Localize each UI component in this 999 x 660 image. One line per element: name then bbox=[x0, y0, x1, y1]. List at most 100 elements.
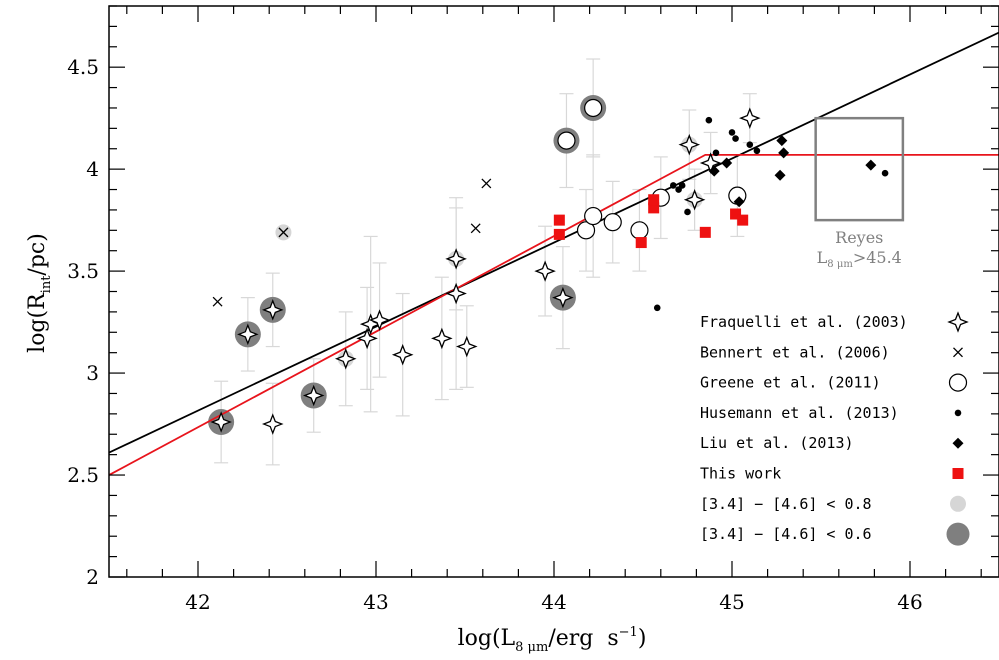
data-point-dot bbox=[678, 182, 686, 189]
plot-area bbox=[109, 31, 999, 476]
data-point-star4 bbox=[678, 133, 701, 156]
data-point-star4 bbox=[334, 348, 357, 370]
data-point-dot bbox=[669, 182, 677, 189]
data-point-star4 bbox=[534, 260, 556, 282]
data-point-diamond bbox=[721, 157, 733, 169]
data-point-square bbox=[648, 202, 660, 214]
data-point-circle bbox=[576, 221, 596, 240]
series-star4 bbox=[210, 107, 761, 435]
legend-label: Liu et al. (2013) bbox=[700, 434, 854, 452]
x-tick-label: 43 bbox=[363, 590, 388, 614]
data-point-circle bbox=[584, 98, 603, 118]
legend-item: Bennert et al. (2006) bbox=[700, 343, 963, 361]
data-point-diamond bbox=[865, 159, 877, 171]
x-tick-label: 42 bbox=[185, 590, 210, 614]
legend: Fraquelli et al. (2003) Bennert et al. (2… bbox=[700, 311, 970, 546]
y-tick-label: 4.5 bbox=[67, 55, 99, 79]
legend-item: Husemann et al. (2013) bbox=[700, 404, 962, 422]
y-tick-label: 4 bbox=[86, 157, 99, 181]
black-fit-line bbox=[109, 31, 999, 454]
data-point-star4 bbox=[445, 248, 467, 270]
data-point-star4 bbox=[552, 286, 574, 309]
data-point-cross bbox=[212, 296, 223, 307]
data-point-circle bbox=[603, 213, 622, 232]
legend-item: Liu et al. (2013) bbox=[700, 434, 964, 452]
data-point-square bbox=[635, 237, 647, 249]
legend-label: Fraquelli et al. (2003) bbox=[700, 313, 908, 331]
data-point-dot bbox=[705, 116, 713, 124]
data-point-dot bbox=[753, 147, 761, 155]
data-point-circle bbox=[584, 206, 603, 226]
data-point-diamond bbox=[778, 147, 790, 159]
axes-layer: 42 43 44 45 46 2 2.5 3 3.5 4 4.5 bbox=[67, 5, 999, 614]
data-point-star4 bbox=[445, 282, 467, 305]
data-point-dot bbox=[712, 149, 720, 157]
data-point-star4 bbox=[237, 323, 259, 346]
series-dot bbox=[653, 116, 889, 312]
data-point-cross bbox=[278, 227, 289, 238]
data-point-dot bbox=[746, 141, 754, 148]
data-point-star4 bbox=[739, 107, 761, 129]
data-point-circle bbox=[630, 221, 649, 240]
legend-item: [3.4] − [4.6] < 0.8 bbox=[700, 495, 966, 513]
data-point-square bbox=[699, 226, 711, 238]
x-tick-label: 46 bbox=[897, 590, 922, 614]
legend-label: [3.4] − [4.6] < 0.8 bbox=[700, 495, 872, 513]
data-point-dot bbox=[653, 304, 661, 312]
legend-marker-cross bbox=[953, 347, 963, 358]
legend-marker-diamond bbox=[952, 437, 964, 449]
data-point-square bbox=[730, 208, 742, 220]
legend-label: Husemann et al. (2013) bbox=[700, 404, 899, 422]
reyes-box-label: Reyes bbox=[835, 228, 883, 247]
data-point-star4 bbox=[261, 299, 284, 321]
data-point-square bbox=[553, 228, 565, 240]
x-tick-label: 45 bbox=[719, 590, 744, 614]
legend-label: Greene et al. (2011) bbox=[700, 374, 881, 392]
legend-marker-halo-dark bbox=[946, 522, 970, 546]
data-point-star4 bbox=[368, 309, 391, 331]
data-point-star4 bbox=[683, 188, 706, 211]
data-point-dot bbox=[728, 129, 736, 136]
data-point-diamond bbox=[733, 196, 745, 208]
y-tick-label: 2 bbox=[86, 565, 99, 589]
y-tick-label: 3.5 bbox=[67, 259, 99, 283]
reyes-box-criterion: L8 μm>45.4 bbox=[817, 248, 902, 270]
data-point-dot bbox=[881, 169, 889, 177]
legend-item: [3.4] − [4.6] < 0.6 bbox=[700, 522, 970, 546]
data-point-star4 bbox=[391, 343, 414, 366]
y-tick-label: 2.5 bbox=[67, 463, 99, 487]
data-point-square bbox=[648, 194, 660, 206]
series-cross bbox=[212, 178, 492, 307]
data-point-diamond bbox=[708, 165, 720, 177]
x-axis-title: log(L8 μm/erg s−1) bbox=[458, 625, 647, 655]
x-tick-label: 44 bbox=[541, 590, 566, 614]
data-point-cross bbox=[481, 178, 492, 189]
data-point-diamond bbox=[774, 169, 786, 181]
data-point-circle bbox=[557, 131, 576, 150]
data-point-square bbox=[737, 214, 749, 226]
series-square bbox=[553, 194, 749, 249]
data-point-star4 bbox=[431, 327, 453, 350]
legend-label: Bennert et al. (2006) bbox=[700, 343, 890, 361]
legend-label: This work bbox=[700, 465, 781, 483]
red-fit-line bbox=[109, 153, 999, 476]
data-point-cross bbox=[470, 223, 481, 234]
data-point-dot bbox=[732, 135, 739, 142]
legend-marker-circle bbox=[948, 373, 968, 392]
legend-item: Fraquelli et al. (2003) bbox=[700, 311, 969, 333]
legend-label: [3.4] − [4.6] < 0.6 bbox=[700, 525, 872, 543]
legend-item: Greene et al. (2011) bbox=[700, 373, 968, 392]
y-axis-title: log(Rint/pc) bbox=[25, 233, 54, 353]
data-point-star4 bbox=[302, 384, 325, 407]
data-point-star4 bbox=[261, 413, 284, 435]
series-diamond bbox=[708, 135, 877, 208]
y-tick-label: 3 bbox=[86, 361, 99, 385]
reyes-box bbox=[814, 116, 905, 222]
legend-marker-square bbox=[952, 468, 964, 479]
data-point-star4 bbox=[455, 335, 478, 358]
legend-marker-star4 bbox=[947, 311, 969, 333]
data-point-star4 bbox=[356, 327, 378, 350]
legend-marker-dot bbox=[954, 409, 962, 417]
